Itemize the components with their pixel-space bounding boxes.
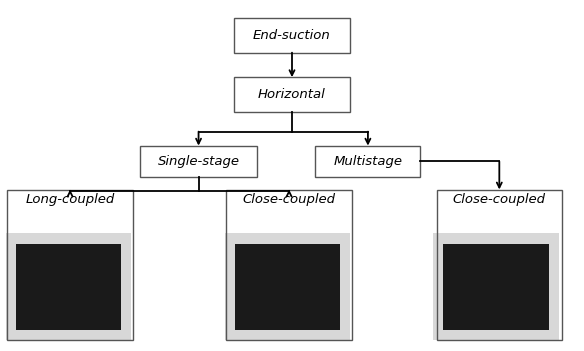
Bar [227,190,352,340]
Text: Close-coupled: Close-coupled [242,193,336,206]
Text: Horizontal: Horizontal [258,88,326,101]
Text: End-suction: End-suction [253,28,331,42]
Bar [235,244,340,330]
Bar [234,77,350,112]
Text: Close-coupled: Close-coupled [453,193,546,206]
Bar [140,146,257,177]
Bar [6,233,131,340]
Bar [443,244,549,330]
Text: Long-coupled: Long-coupled [26,193,114,206]
Bar [7,190,133,340]
Bar [315,146,420,177]
Bar [16,244,121,330]
Bar [433,233,559,340]
Bar [234,18,350,53]
Bar [225,233,350,340]
Text: Single-stage: Single-stage [158,155,239,168]
Bar [436,190,562,340]
Text: Multistage: Multistage [333,155,402,168]
